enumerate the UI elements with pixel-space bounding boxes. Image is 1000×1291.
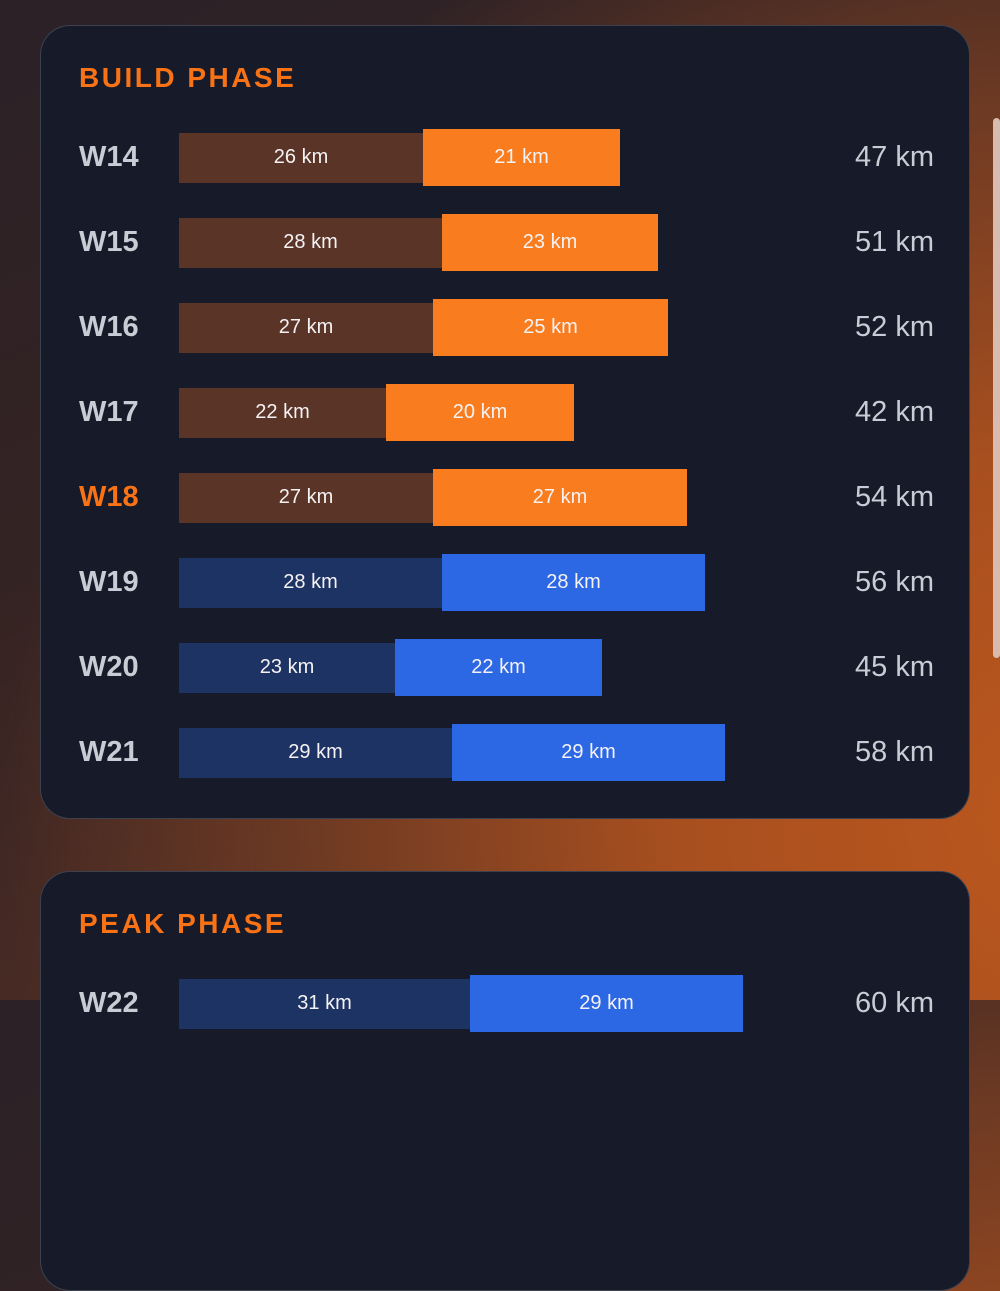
first-run-distance: 23 km: [259, 656, 315, 678]
second-run-bar-segment: 23 km: [442, 214, 658, 271]
second-run-bar-segment: 29 km: [452, 724, 725, 781]
week-total-distance: 54 km: [855, 481, 934, 513]
week-total-distance: 51 km: [855, 226, 934, 258]
peak-phase-card: PEAK PHASE W22 31 km 29 km 60 km: [40, 871, 970, 1291]
first-run-bar-segment: 28 km: [179, 557, 442, 608]
second-run-distance: 28 km: [546, 571, 601, 593]
week-row[interactable]: W17 22 km 20 km 42 km: [79, 384, 934, 441]
second-run-bar-segment: 27 km: [433, 469, 687, 526]
bar-group: 23 km 22 km: [179, 639, 602, 696]
week-label: W21: [79, 736, 139, 768]
week-label: W22: [79, 987, 139, 1019]
scrollbar-thumb[interactable]: [993, 118, 1000, 658]
week-row[interactable]: W21 29 km 29 km 58 km: [79, 724, 934, 781]
week-label: W19: [79, 566, 139, 598]
week-total-distance: 52 km: [855, 311, 934, 343]
first-run-bar-segment: 26 km: [179, 132, 423, 183]
first-run-bar-segment: 31 km: [179, 978, 470, 1029]
week-total-distance: 58 km: [855, 736, 934, 768]
first-run-distance: 31 km: [297, 992, 352, 1014]
first-run-distance: 28 km: [283, 231, 338, 253]
bar-group: 29 km 29 km: [179, 724, 725, 781]
second-run-bar-segment: 25 km: [433, 299, 668, 356]
week-label: W15: [79, 226, 139, 258]
bar-group: 22 km 20 km: [179, 384, 574, 441]
week-label: W16: [79, 311, 139, 343]
peak-phase-title: PEAK PHASE: [79, 908, 287, 939]
first-run-distance: 27 km: [278, 316, 334, 338]
week-row[interactable]: W20 23 km 22 km 45 km: [79, 639, 934, 696]
week-total-distance: 42 km: [855, 396, 934, 428]
second-run-bar-segment: 22 km: [395, 639, 602, 696]
build-phase-title: BUILD PHASE: [79, 62, 297, 93]
first-run-distance: 22 km: [255, 401, 310, 423]
build-phase-card: BUILD PHASE W14 26 km 21 km 47 km W15 28…: [40, 25, 970, 819]
first-run-bar-segment: 22 km: [179, 387, 386, 438]
first-run-distance: 26 km: [273, 146, 329, 168]
week-total-distance: 45 km: [855, 651, 934, 683]
week-row[interactable]: W14 26 km 21 km 47 km: [79, 129, 934, 186]
week-total-distance: 47 km: [855, 141, 934, 173]
second-run-bar-segment: 21 km: [423, 129, 620, 186]
second-run-bar-segment: 29 km: [470, 975, 743, 1032]
second-run-bar-segment: 20 km: [386, 384, 574, 441]
second-run-bar-segment: 28 km: [442, 554, 705, 611]
first-run-bar-segment: 23 km: [179, 642, 395, 693]
second-run-distance: 21 km: [494, 146, 549, 168]
second-run-distance: 29 km: [579, 992, 634, 1014]
second-run-distance: 22 km: [471, 656, 526, 678]
second-run-distance: 25 km: [523, 316, 578, 338]
first-run-bar-segment: 27 km: [179, 302, 433, 353]
first-run-distance: 27 km: [278, 486, 334, 508]
bar-group: 26 km 21 km: [179, 129, 620, 186]
second-run-distance: 29 km: [561, 741, 616, 763]
week-row[interactable]: W16 27 km 25 km 52 km: [79, 299, 934, 356]
week-row[interactable]: W22 31 km 29 km 60 km: [79, 975, 934, 1032]
bar-group: 28 km 23 km: [179, 214, 658, 271]
week-label: W17: [79, 396, 139, 428]
build-phase-rows: W14 26 km 21 km 47 km W15 28 km 23 km 51…: [79, 129, 934, 781]
week-row[interactable]: W18 27 km 27 km 54 km: [79, 469, 934, 526]
week-label: W18: [79, 481, 139, 513]
bar-group: 28 km 28 km: [179, 554, 705, 611]
first-run-distance: 28 km: [283, 571, 338, 593]
bar-group: 31 km 29 km: [179, 975, 743, 1032]
week-label: W20: [79, 651, 139, 683]
bar-group: 27 km 27 km: [179, 469, 687, 526]
week-label: W14: [79, 141, 139, 173]
week-total-distance: 60 km: [855, 987, 934, 1019]
first-run-bar-segment: 27 km: [179, 472, 433, 523]
first-run-bar-segment: 28 km: [179, 217, 442, 268]
first-run-bar-segment: 29 km: [179, 727, 452, 778]
week-row[interactable]: W15 28 km 23 km 51 km: [79, 214, 934, 271]
second-run-distance: 27 km: [532, 486, 588, 508]
week-total-distance: 56 km: [855, 566, 934, 598]
second-run-distance: 23 km: [522, 231, 578, 253]
first-run-distance: 29 km: [288, 741, 343, 763]
bar-group: 27 km 25 km: [179, 299, 668, 356]
second-run-distance: 20 km: [452, 401, 508, 423]
peak-phase-rows: W22 31 km 29 km 60 km: [79, 975, 934, 1032]
week-row[interactable]: W19 28 km 28 km 56 km: [79, 554, 934, 611]
